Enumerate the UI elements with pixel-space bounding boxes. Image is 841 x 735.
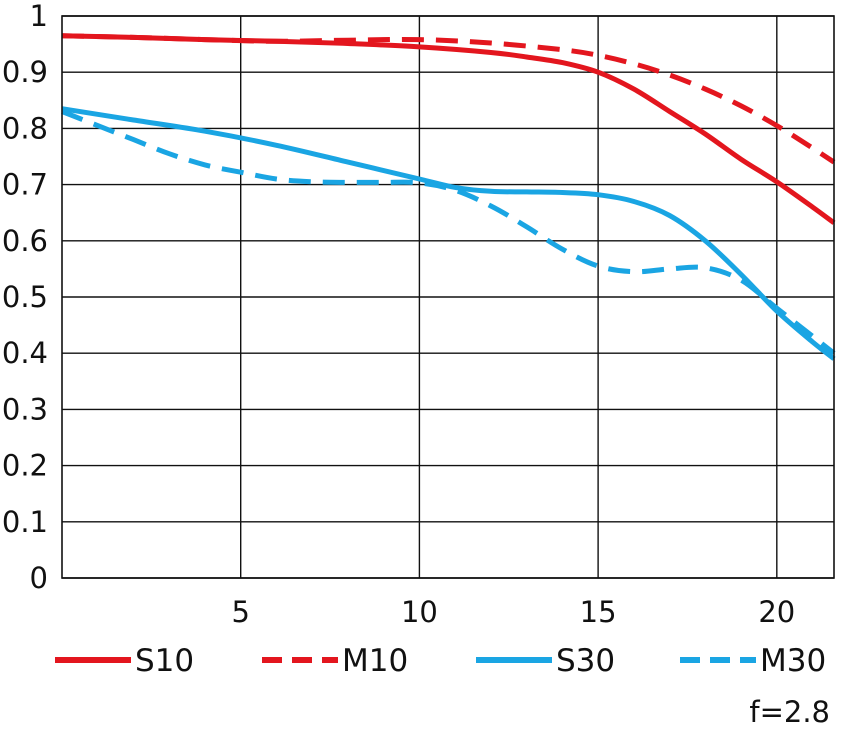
y-axis-ticks: 0 0.1 0.2 0.3 0.4 0.5 0.6 0.7 0.8 0.9 1 xyxy=(2,0,48,595)
series-line-m30 xyxy=(61,109,836,356)
y-tick-label: 0.7 xyxy=(2,168,48,202)
legend: S10 M10 S30 M30 xyxy=(55,643,826,679)
aperture-note: f=2.8 xyxy=(749,695,830,729)
x-tick-label: 20 xyxy=(758,595,795,629)
x-axis-ticks: 5 10 15 20 xyxy=(231,595,795,629)
x-tick-label: 5 xyxy=(231,595,249,629)
x-tick-label: 10 xyxy=(401,595,438,629)
y-tick-label: 0.3 xyxy=(2,392,48,426)
legend-label-m30: M30 xyxy=(760,643,826,679)
series-line-s30 xyxy=(61,106,836,361)
y-tick-label: 1 xyxy=(30,0,48,33)
x-tick-label: 15 xyxy=(580,595,617,629)
legend-label-m10: M10 xyxy=(342,643,408,679)
y-tick-label: 0.4 xyxy=(2,336,48,370)
y-tick-label: 0.1 xyxy=(2,505,48,539)
y-tick-label: 0.6 xyxy=(2,224,48,258)
y-tick-label: 0.8 xyxy=(2,111,48,145)
y-tick-label: 0 xyxy=(30,561,48,595)
legend-label-s10: S10 xyxy=(135,643,194,679)
plot-frame xyxy=(61,15,835,579)
legend-label-s30: S30 xyxy=(556,643,615,679)
grid xyxy=(62,15,834,579)
series-lines xyxy=(61,33,836,361)
y-tick-label: 0.2 xyxy=(2,449,48,483)
y-tick-label: 0.9 xyxy=(2,55,48,89)
y-tick-label: 0.5 xyxy=(2,280,48,314)
